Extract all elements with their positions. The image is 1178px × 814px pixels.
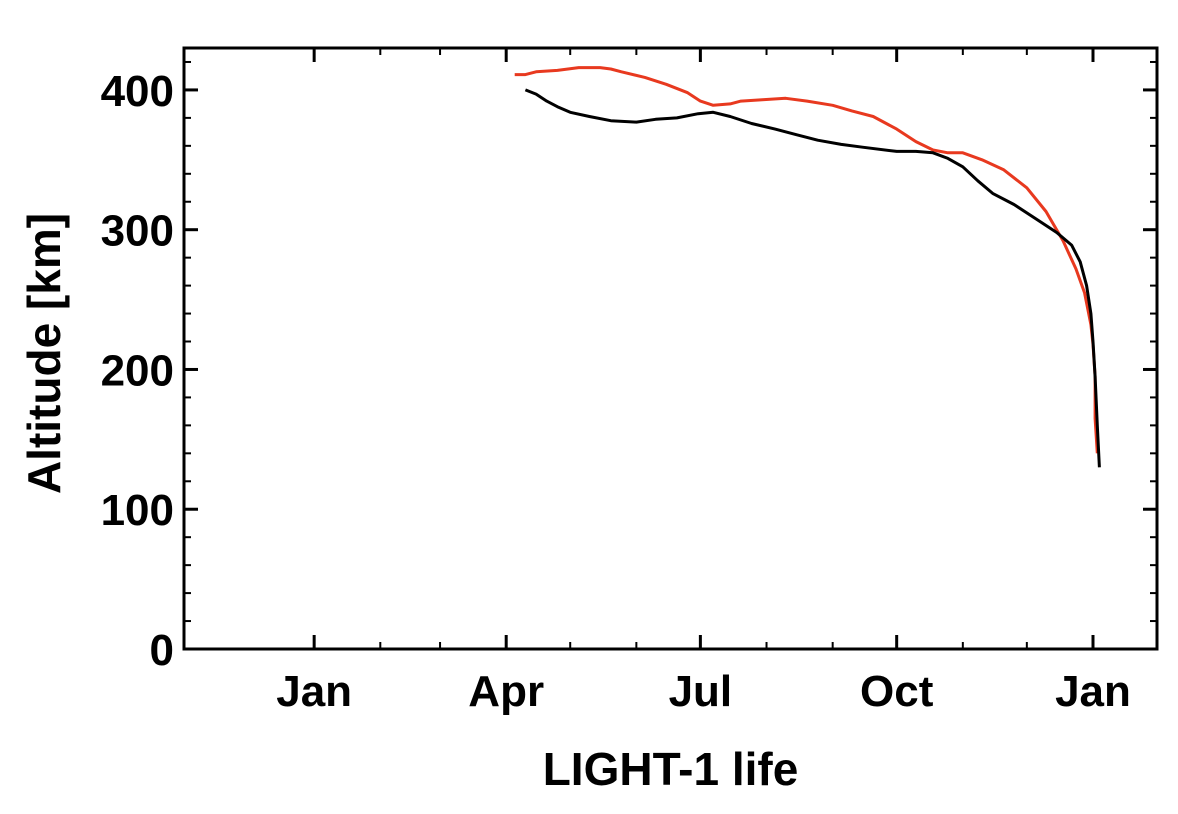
- y-tick-label: 200: [101, 346, 174, 395]
- x-tick-label: Oct: [860, 667, 934, 716]
- y-tick-label: 100: [101, 486, 174, 535]
- ticks-layer: 0 100 200 300 400 Jan Apr Jul Oct Jan: [101, 48, 1157, 716]
- x-axis-title: LIGHT-1 life: [543, 743, 799, 795]
- y-axis-title: Altitude [km]: [18, 213, 70, 494]
- plot-frame: [182, 46, 1159, 651]
- series-line-2: [524, 88, 1101, 468]
- y-tick-label: 400: [101, 67, 174, 116]
- x-tick-label: Jan: [276, 667, 352, 716]
- x-tick-label: Apr: [468, 667, 544, 716]
- x-tick-label: Jul: [669, 667, 733, 716]
- series-layer: [514, 66, 1101, 468]
- x-tick-label: Jan: [1055, 667, 1131, 716]
- y-tick-label: 0: [150, 626, 174, 675]
- y-tick-label: 300: [101, 207, 174, 256]
- series-line-1: [514, 66, 1099, 454]
